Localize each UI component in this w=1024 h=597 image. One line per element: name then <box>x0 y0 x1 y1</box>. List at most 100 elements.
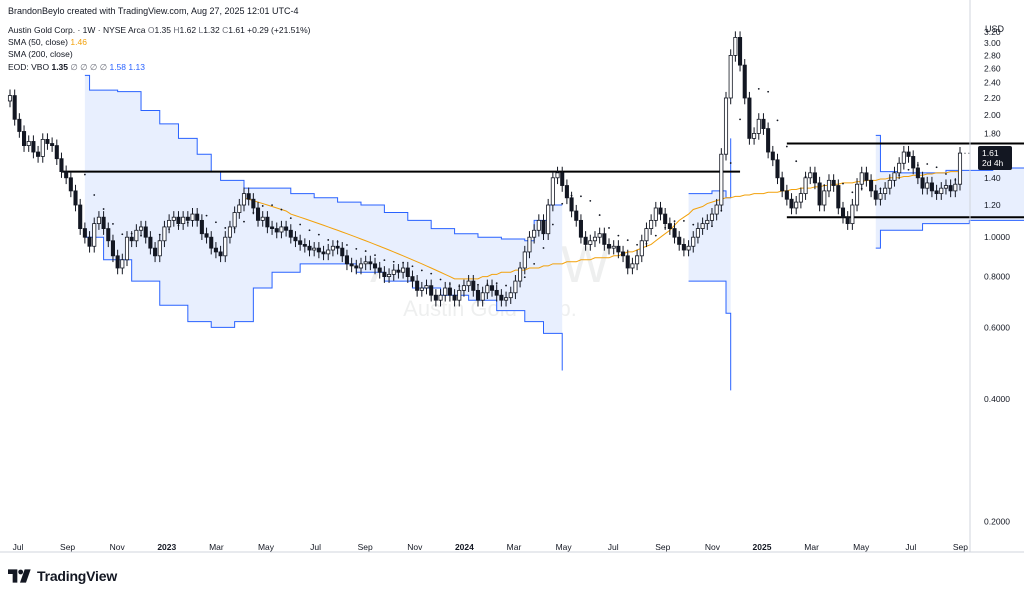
x-tick-label: Nov <box>705 542 721 552</box>
candle-body <box>625 255 630 269</box>
dotted-line-point <box>327 239 330 241</box>
candle-body <box>616 245 621 253</box>
candle-body <box>195 213 200 221</box>
candle-body <box>859 172 864 185</box>
dotted-line-point <box>795 160 798 163</box>
dotted-line-point <box>271 204 273 206</box>
high-value: 1.62 <box>179 25 197 35</box>
candle-body <box>372 263 378 269</box>
candle-body <box>255 207 261 221</box>
candle-body <box>148 236 153 249</box>
candle-body <box>209 236 214 249</box>
candle-body <box>92 223 97 247</box>
candle-body <box>59 158 64 172</box>
dotted-line-point <box>392 260 395 263</box>
vbo-band-2-lower <box>688 280 732 391</box>
candle-body <box>461 285 466 291</box>
candle-body <box>831 179 836 186</box>
candle-body <box>73 190 78 206</box>
attribution: BrandonBeylo created with TradingView.co… <box>8 6 299 16</box>
candle-body <box>719 153 724 206</box>
close-label: C <box>222 25 229 35</box>
vbo-na-values: ∅ ∅ ∅ ∅ <box>70 61 108 72</box>
dotted-line-point <box>842 182 844 185</box>
dotted-line-point <box>598 214 601 216</box>
candle-body <box>911 156 916 169</box>
candle-body <box>387 274 392 278</box>
dotted-line-point <box>289 217 292 220</box>
candle-body <box>321 251 326 255</box>
vbo-value-1: 1.35 <box>51 61 69 72</box>
candle-body <box>31 141 36 153</box>
candle-body <box>840 207 846 218</box>
candle-body <box>190 213 195 221</box>
sma50-value: 1.46 <box>70 37 87 48</box>
candle-body <box>68 177 73 192</box>
candle-body <box>241 193 247 206</box>
candle-body <box>714 204 719 215</box>
candle-body <box>532 229 537 238</box>
candle-body <box>457 289 462 301</box>
dotted-line-point <box>505 284 507 287</box>
y-tick-label: 2.20 <box>984 93 1001 103</box>
candle-body <box>700 223 705 229</box>
y-tick-label: 2.40 <box>984 78 1001 88</box>
candle-body <box>588 240 593 245</box>
candle-body <box>639 240 644 257</box>
candle-body <box>677 236 682 245</box>
candle-body <box>307 245 312 251</box>
candle-body <box>560 172 565 186</box>
last-price-tag: 1.61 2d 4h <box>978 146 1012 171</box>
dotted-line-point <box>439 278 442 281</box>
candle-body <box>12 95 17 120</box>
dotted-line-point <box>411 265 414 268</box>
dotted-line-point <box>430 272 433 275</box>
candle-body <box>925 182 930 189</box>
x-tick-label: Sep <box>60 542 75 552</box>
candle-body <box>368 261 373 265</box>
candle-body <box>185 216 190 221</box>
legend-sma50-row[interactable]: SMA (50, close) 1.46 <box>8 36 311 48</box>
candle-body <box>316 247 321 253</box>
dotted-line-point <box>692 223 695 226</box>
dotted-line-point <box>589 199 592 202</box>
footer-brand[interactable]: TradingView <box>8 568 117 584</box>
vbo-band-2-fill <box>688 138 731 391</box>
candle-body <box>106 228 111 242</box>
dotted-line-point <box>580 195 582 198</box>
candle-body <box>504 297 509 301</box>
candle-body <box>199 219 204 235</box>
candle-body <box>494 289 499 296</box>
x-tick-label: Jul <box>608 542 619 552</box>
candle-body <box>64 171 69 179</box>
symbol-name: Austin Gold Corp. · 1W · NYSE Arca <box>8 25 146 35</box>
candle-body <box>232 212 237 228</box>
candle-body <box>138 226 144 231</box>
candle-body <box>597 233 602 238</box>
candle-body <box>363 261 368 265</box>
legend-vbo-row[interactable]: EOD: VBO 1.35 ∅ ∅ ∅ ∅ 1.58 1.13 <box>8 61 311 73</box>
vbo-label: EOD: VBO <box>8 61 50 72</box>
bar-countdown: 2d 4h <box>982 158 1004 169</box>
candle-body <box>611 245 616 249</box>
candle-body <box>850 204 855 225</box>
candle-body <box>167 219 172 228</box>
dotted-line-point <box>205 214 208 217</box>
candle-body <box>157 240 162 257</box>
candle-body <box>298 240 303 245</box>
candle-body <box>344 255 349 265</box>
vbo-value-2: 1.58 <box>109 61 127 72</box>
dotted-line-point <box>935 166 938 169</box>
legend-sma200-row[interactable]: SMA (200, close) <box>8 48 311 60</box>
dotted-line-point <box>767 90 770 93</box>
x-tick-label: Jul <box>905 542 916 552</box>
dotted-line-point <box>83 173 86 176</box>
legend-symbol-row[interactable]: Austin Gold Corp. · 1W · NYSE Arca O1.35… <box>8 24 311 36</box>
dotted-line-point <box>215 221 217 224</box>
currency-label[interactable]: USD <box>985 24 1005 34</box>
candle-body <box>747 97 752 139</box>
candle-body <box>752 133 757 139</box>
candle-body <box>270 226 275 229</box>
candle-body <box>134 229 139 242</box>
